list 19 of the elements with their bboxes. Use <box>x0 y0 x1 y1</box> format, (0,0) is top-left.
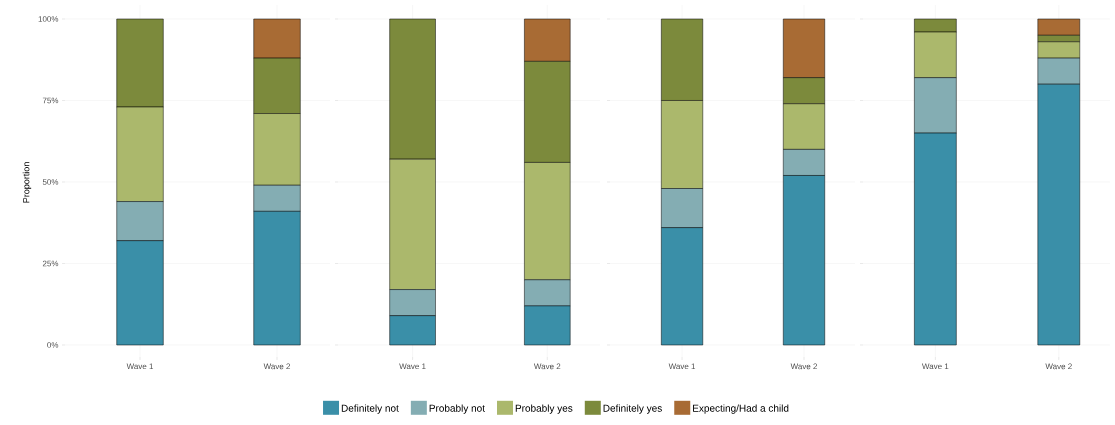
legend-label: Definitely yes <box>603 404 662 414</box>
x-tick-label: Wave 2 <box>1045 363 1072 370</box>
y-tick-label: 0% <box>47 342 59 348</box>
x-tick-label: Wave 1 <box>399 363 426 370</box>
x-tick-label: Wave 2 <box>790 363 818 370</box>
x-tick-label: Wave 1 <box>126 363 154 370</box>
y-tick-label: 75% <box>42 97 59 104</box>
legend-label: Probably yes <box>515 404 573 414</box>
y-tick-label: 25% <box>42 260 59 267</box>
x-tick-label: Wave 1 <box>668 363 696 370</box>
x-tick-label: Wave 2 <box>263 363 291 370</box>
y-axis-title: Proportion <box>22 162 32 203</box>
y-tick-label: 100% <box>38 16 59 22</box>
legend-label: Definitely not <box>341 404 399 414</box>
x-tick-label: Wave 2 <box>533 363 561 370</box>
legend-label: Expecting/Had a child <box>693 404 789 414</box>
legend-label: Probably not <box>429 404 485 414</box>
x-tick-label: Wave 1 <box>921 363 949 370</box>
y-tick-label: 50% <box>42 179 59 185</box>
